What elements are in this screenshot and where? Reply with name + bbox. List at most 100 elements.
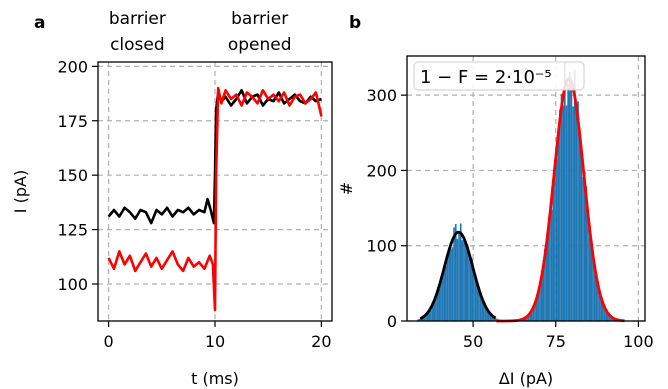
histogram-bar xyxy=(534,304,536,321)
histogram-bar xyxy=(469,262,472,321)
panel-a-series-line-2 xyxy=(107,86,323,312)
panel-a-annotation: closed xyxy=(110,35,165,55)
panel-label-a: a xyxy=(34,13,45,33)
histogram-bar xyxy=(593,263,596,321)
histogram-bar xyxy=(554,169,556,321)
histogram-bar xyxy=(492,316,495,321)
histogram-bar xyxy=(471,258,474,321)
histogram-bar xyxy=(567,84,569,321)
panel-a-annotation: opened xyxy=(228,35,292,55)
panel-label-b: b xyxy=(349,13,361,33)
histogram-bar xyxy=(530,310,533,321)
histogram-bar xyxy=(545,237,548,321)
histogram-bar xyxy=(458,232,460,321)
histogram-bar xyxy=(479,295,482,321)
histogram-bar xyxy=(587,218,589,321)
histogram-bar xyxy=(491,315,493,321)
panel-a-annotations: barrier closed barrier opened xyxy=(109,9,292,55)
panel-a-series xyxy=(107,86,323,312)
histogram-bar xyxy=(418,318,421,321)
histogram-bar xyxy=(602,304,604,321)
panel-a-annotation: barrier xyxy=(109,9,166,29)
histogram-bar xyxy=(529,313,531,321)
annotation-text: 1 − F = 2·10⁻⁵ xyxy=(420,67,552,88)
panel-a-xtick-label: 20 xyxy=(311,332,331,351)
histogram-bar xyxy=(597,281,599,321)
histogram-bar xyxy=(526,316,528,321)
histogram-bar xyxy=(486,310,488,321)
histogram-bar xyxy=(540,270,543,321)
histogram-bar xyxy=(578,128,581,321)
panel-b-ytick-label: 0 xyxy=(387,312,397,331)
histogram-bar xyxy=(588,237,591,321)
panel-b-ytick-label: 300 xyxy=(366,86,397,105)
histogram-bar xyxy=(550,209,553,321)
histogram-bar xyxy=(489,314,492,321)
histogram-bar xyxy=(494,318,497,321)
histogram-bar xyxy=(478,289,480,321)
histogram-bar xyxy=(436,289,439,321)
histogram-bar xyxy=(428,309,431,321)
histogram-bar xyxy=(544,248,546,321)
histogram-bar xyxy=(608,314,611,321)
histogram-bar xyxy=(610,316,612,321)
histogram-bar xyxy=(527,315,530,321)
histogram-bar xyxy=(572,106,574,321)
histogram-bar xyxy=(476,282,479,321)
histogram-bar xyxy=(535,298,538,321)
annotation-box-background xyxy=(413,61,585,91)
histogram-bar xyxy=(598,293,601,321)
panel-b-xtick-label: 100 xyxy=(623,332,654,351)
histogram-bar xyxy=(600,295,603,321)
panel-b-ticks: 50 75 100 0 100 200 300 xyxy=(366,86,653,351)
histogram-bar xyxy=(582,177,584,321)
panel-a-ticks: 0 10 20 100 125 150 175 200 xyxy=(57,57,331,351)
histogram-bar xyxy=(468,255,470,321)
panel-b-ytick-label: 200 xyxy=(366,161,397,180)
panel-a-ylabel: I (pA) xyxy=(11,170,30,213)
histogram-bar xyxy=(481,297,484,321)
histogram-bar xyxy=(585,186,588,321)
histogram-bar xyxy=(565,105,568,322)
histogram-bar xyxy=(441,276,444,321)
histogram-bar xyxy=(440,279,442,321)
histogram-bar xyxy=(487,310,490,321)
histogram-bar xyxy=(463,239,465,321)
panel-a-xtick-label: 10 xyxy=(205,332,225,351)
histogram-bar xyxy=(461,240,464,321)
histogram-bar xyxy=(451,247,454,321)
histogram-bar xyxy=(562,105,565,321)
histogram-bar xyxy=(592,251,594,321)
histogram-bar xyxy=(453,227,455,321)
histogram-bar xyxy=(425,314,427,321)
histogram-bar xyxy=(431,304,434,321)
histogram-bar xyxy=(577,101,579,321)
panel-a-ytick-label: 150 xyxy=(57,166,88,185)
histogram-bar xyxy=(459,223,462,321)
panel-b-frame xyxy=(406,55,646,322)
histogram-bar xyxy=(590,247,593,321)
histogram-bar xyxy=(573,69,576,321)
panel-b-histogram xyxy=(416,62,622,322)
panel-b-fit-curve-1 xyxy=(419,230,497,320)
histogram-bar xyxy=(549,211,551,321)
panel-b-xtick-label: 50 xyxy=(463,332,483,351)
histogram-bar xyxy=(483,303,485,321)
panel-a-ytick-label: 100 xyxy=(57,275,88,294)
panel-b-xlabel: ΔI (pA) xyxy=(499,369,553,388)
histogram-bar xyxy=(557,136,560,321)
histogram-bar xyxy=(537,289,540,321)
panel-a-ytick-label: 125 xyxy=(57,221,88,240)
histogram-bar xyxy=(445,265,447,321)
histogram-bar xyxy=(421,317,424,321)
histogram-bar xyxy=(555,158,558,321)
histogram-bar xyxy=(605,311,607,321)
histogram-bar xyxy=(466,244,469,321)
histogram-bar xyxy=(547,224,550,321)
histogram-bar xyxy=(570,82,573,321)
histogram-bar xyxy=(474,279,477,321)
histogram-bar xyxy=(473,271,475,321)
histogram-bar xyxy=(539,281,541,321)
panel-a-xtick-label: 0 xyxy=(104,332,114,351)
